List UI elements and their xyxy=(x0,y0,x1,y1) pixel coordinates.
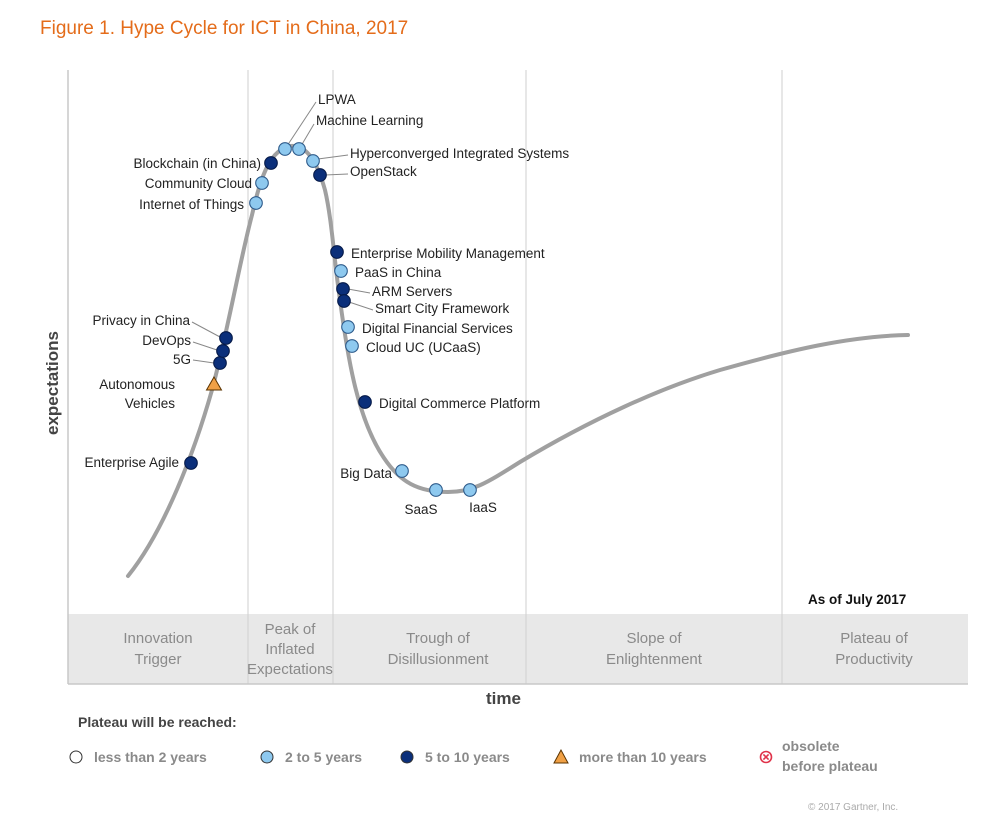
leader-hyperconverged-integrated-systems xyxy=(317,154,349,160)
label-smart-city-framework: Smart City Framework xyxy=(375,301,510,316)
marker-lpwa[interactable] xyxy=(278,142,292,156)
label-enterprise-agile: Enterprise Agile xyxy=(84,455,179,470)
marker-arm-servers[interactable] xyxy=(336,282,350,296)
marker-openstack[interactable] xyxy=(313,168,327,182)
label-machine-learning: Machine Learning xyxy=(316,113,423,128)
label-5g: 5G xyxy=(173,352,191,367)
marker-enterprise-mobility-management[interactable] xyxy=(330,245,344,259)
phase-label-peak-of-inflated-expectations: Expectations xyxy=(247,661,333,678)
phase-label-plateau-of-productivity: Plateau of xyxy=(840,630,908,647)
label-arm-servers: ARM Servers xyxy=(372,284,453,299)
phase-label-slope-of-enlightenment: Enlightenment xyxy=(606,651,703,668)
legend-2to5-label: 2 to 5 years xyxy=(285,749,362,765)
phase-label-peak-of-inflated-expectations: Peak of xyxy=(265,621,317,638)
legend-5to10-swatch xyxy=(400,750,414,764)
leader-openstack xyxy=(324,173,349,176)
legend-lt2-swatch xyxy=(69,750,83,764)
copyright: © 2017 Gartner, Inc. xyxy=(808,802,898,813)
label-cloud-uc-ucaas: Cloud UC (UCaaS) xyxy=(366,340,481,355)
marker-machine-learning[interactable] xyxy=(292,142,306,156)
marker-saas[interactable] xyxy=(429,483,443,497)
phase-label-innovation-trigger: Trigger xyxy=(135,651,182,668)
label-autonomous-vehicles: Autonomous xyxy=(99,377,175,392)
phase-label-trough-of-disillusionment: Trough of xyxy=(406,630,470,647)
technology-labels: Enterprise Agile Autonomous Vehicles 5G DevO… xyxy=(84,92,569,517)
label-autonomous-vehicles-line2: Vehicles xyxy=(125,396,176,411)
marker-hyperconverged-integrated-systems[interactable] xyxy=(306,154,320,168)
leader-lines xyxy=(191,101,374,364)
label-saas: SaaS xyxy=(404,502,437,517)
legend-2to5-swatch xyxy=(260,750,274,764)
label-privacy-in-china: Privacy in China xyxy=(92,313,190,328)
label-devops: DevOps xyxy=(142,333,191,348)
phase-label-plateau-of-productivity: Productivity xyxy=(835,651,913,668)
legend: less than 2 years 2 to 5 years 5 to 10 yea… xyxy=(69,738,878,774)
phase-label-trough-of-disillusionment: Disillusionment xyxy=(388,651,490,668)
marker-internet-of-things[interactable] xyxy=(249,196,263,210)
legend-obsolete-label: obsolete xyxy=(782,738,840,754)
label-blockchain-in-china: Blockchain (in China) xyxy=(133,156,261,171)
label-openstack: OpenStack xyxy=(350,164,417,179)
label-digital-financial-services: Digital Financial Services xyxy=(362,321,513,336)
marker-blockchain-in-china[interactable] xyxy=(264,156,278,170)
label-paas-in-china: PaaS in China xyxy=(355,265,442,280)
leader-privacy-in-china xyxy=(191,321,221,338)
marker-paas-in-china[interactable] xyxy=(334,264,348,278)
marker-digital-commerce-platform[interactable] xyxy=(358,395,372,409)
phase-label-innovation-trigger: Innovation xyxy=(123,630,192,647)
marker-autonomous-vehicles[interactable] xyxy=(205,375,223,391)
x-axis-label: time xyxy=(486,689,521,708)
marker-5g[interactable] xyxy=(213,356,227,370)
phase-band xyxy=(68,614,968,684)
label-big-data: Big Data xyxy=(340,466,392,481)
legend-gt10-label: more than 10 years xyxy=(579,749,707,765)
as-of-label: As of July 2017 xyxy=(808,592,906,607)
hype-curve xyxy=(126,143,910,578)
marker-smart-city-framework[interactable] xyxy=(337,294,351,308)
phase-label-slope-of-enlightenment: Slope of xyxy=(626,630,682,647)
marker-community-cloud[interactable] xyxy=(255,176,269,190)
legend-obsolete-label: before plateau xyxy=(782,758,878,774)
marker-iaas[interactable] xyxy=(463,483,477,497)
marker-big-data[interactable] xyxy=(395,464,409,478)
marker-cloud-uc-ucaas[interactable] xyxy=(345,339,359,353)
phase-labels: Innovation Trigger Peak of Inflated Expectat… xyxy=(123,621,913,678)
figure-title: Figure 1. Hype Cycle for ICT in China, 2… xyxy=(40,18,409,39)
legend-obsolete-swatch-cross xyxy=(762,753,770,761)
leader-devops xyxy=(192,341,218,351)
marker-privacy-in-china[interactable] xyxy=(219,331,233,345)
label-internet-of-things: Internet of Things xyxy=(139,197,244,212)
legend-title: Plateau will be reached: xyxy=(78,714,237,730)
label-enterprise-mobility-management: Enterprise Mobility Management xyxy=(351,246,545,261)
leader-5g xyxy=(192,359,215,364)
y-axis-label: expectations xyxy=(43,331,62,435)
phase-label-peak-of-inflated-expectations: Inflated xyxy=(265,641,314,658)
label-digital-commerce-platform: Digital Commerce Platform xyxy=(379,396,540,411)
label-community-cloud: Community Cloud xyxy=(145,176,252,191)
leader-smart-city-framework xyxy=(348,301,374,311)
label-lpwa: LPWA xyxy=(318,92,356,107)
leader-machine-learning xyxy=(300,123,315,147)
marker-enterprise-agile[interactable] xyxy=(184,456,198,470)
label-iaas: IaaS xyxy=(469,500,497,515)
legend-5to10-label: 5 to 10 years xyxy=(425,749,510,765)
phase-dividers xyxy=(247,70,783,684)
marker-digital-financial-services[interactable] xyxy=(341,320,355,334)
leader-lpwa xyxy=(286,101,317,147)
technology-markers xyxy=(184,142,477,497)
leader-arm-servers xyxy=(347,288,371,294)
legend-gt10-swatch xyxy=(553,748,569,764)
marker-devops[interactable] xyxy=(216,344,230,358)
label-hyperconverged-integrated-systems: Hyperconverged Integrated Systems xyxy=(350,146,569,161)
legend-lt2-label: less than 2 years xyxy=(94,749,207,765)
